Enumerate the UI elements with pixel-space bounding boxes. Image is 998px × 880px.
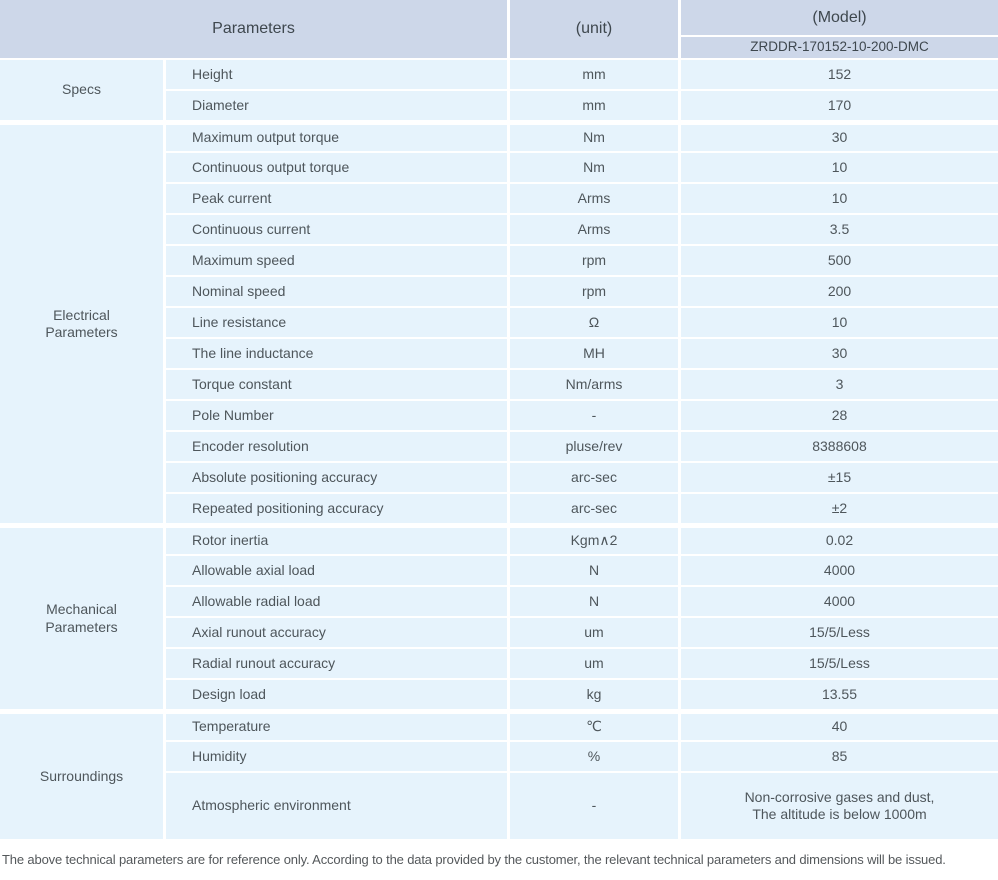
value-cell: 3 [681,370,998,399]
param-cell: Temperature [166,714,507,740]
value-cell: 8388608 [681,432,998,461]
value-cell: 3.5 [681,215,998,244]
unit-cell: Nm/arms [510,370,678,399]
unit-cell: N [510,587,678,616]
param-cell: Line resistance [166,308,507,337]
value-cell: 0.02 [681,528,998,554]
param-cell: Allowable radial load [166,587,507,616]
value-cell: 85 [681,742,998,771]
unit-cell: Nm [510,153,678,182]
value-cell: 152 [681,60,998,89]
param-cell: Continuous current [166,215,507,244]
reference-note: The above technical parameters are for r… [2,852,946,867]
value-cell: 10 [681,184,998,213]
value-cell: ±15 [681,463,998,492]
param-cell: Maximum output torque [166,125,507,151]
param-cell: Encoder resolution [166,432,507,461]
header-model-number: ZRDDR-170152-10-200-DMC [681,37,998,58]
unit-cell: pluse/rev [510,432,678,461]
value-cell: 30 [681,339,998,368]
value-cell: 10 [681,308,998,337]
unit-cell: Arms [510,215,678,244]
value-cell: ±2 [681,494,998,523]
unit-cell: Ω [510,308,678,337]
value-cell: 13.55 [681,680,998,709]
param-cell: Peak current [166,184,507,213]
param-cell: Nominal speed [166,277,507,306]
unit-cell: rpm [510,246,678,275]
param-cell: Atmospheric environment [166,773,507,839]
header-model: (Model) [681,0,998,35]
param-cell: Torque constant [166,370,507,399]
value-cell: 28 [681,401,998,430]
category-cell-mechanical-parameters: Mechanical Parameters [0,528,163,709]
param-cell: Design load [166,680,507,709]
unit-cell: arc-sec [510,494,678,523]
unit-cell: % [510,742,678,771]
unit-cell: - [510,773,678,839]
value-cell: 500 [681,246,998,275]
category-cell-electrical-parameters: Electrical Parameters [0,125,163,523]
value-cell: 15/5/Less [681,649,998,678]
category-cell-specs: Specs [0,60,163,120]
unit-cell: arc-sec [510,463,678,492]
unit-cell: - [510,401,678,430]
param-cell: Rotor inertia [166,528,507,554]
header-unit: (unit) [510,0,678,58]
unit-cell: rpm [510,277,678,306]
unit-cell: mm [510,91,678,120]
value-cell: 200 [681,277,998,306]
unit-cell: mm [510,60,678,89]
value-cell: 10 [681,153,998,182]
unit-cell: kg [510,680,678,709]
param-cell: Repeated positioning accuracy [166,494,507,523]
unit-cell: MH [510,339,678,368]
category-label: Specs [62,81,101,98]
value-cell: 4000 [681,556,998,585]
param-cell: Humidity [166,742,507,771]
param-cell: Diameter [166,91,507,120]
param-cell: Height [166,60,507,89]
value-cell: 30 [681,125,998,151]
value-cell: 15/5/Less [681,618,998,647]
unit-cell: um [510,649,678,678]
param-cell: Continuous output torque [166,153,507,182]
value-cell: Non-corrosive gases and dust, The altitu… [681,773,998,839]
category-label: Mechanical Parameters [45,601,118,635]
category-cell-surroundings: Surroundings [0,714,163,839]
unit-cell: N [510,556,678,585]
value-cell: 4000 [681,587,998,616]
param-cell: Allowable axial load [166,556,507,585]
unit-cell: um [510,618,678,647]
value-cell: 170 [681,91,998,120]
category-label: Electrical Parameters [45,306,118,341]
param-cell: Maximum speed [166,246,507,275]
category-label: Surroundings [39,767,124,784]
unit-cell: Arms [510,184,678,213]
param-cell: Radial runout accuracy [166,649,507,678]
unit-cell: ℃ [510,714,678,740]
param-cell: Axial runout accuracy [166,618,507,647]
unit-cell: Kgm∧2 [510,528,678,554]
unit-cell: Nm [510,125,678,151]
parameters-table: Parameters (unit) (Model) ZRDDR-170152-1… [0,0,998,839]
param-cell: The line inductance [166,339,507,368]
param-cell: Absolute positioning accuracy [166,463,507,492]
param-cell: Pole Number [166,401,507,430]
value-cell: 40 [681,714,998,740]
header-parameters: Parameters [0,0,507,58]
